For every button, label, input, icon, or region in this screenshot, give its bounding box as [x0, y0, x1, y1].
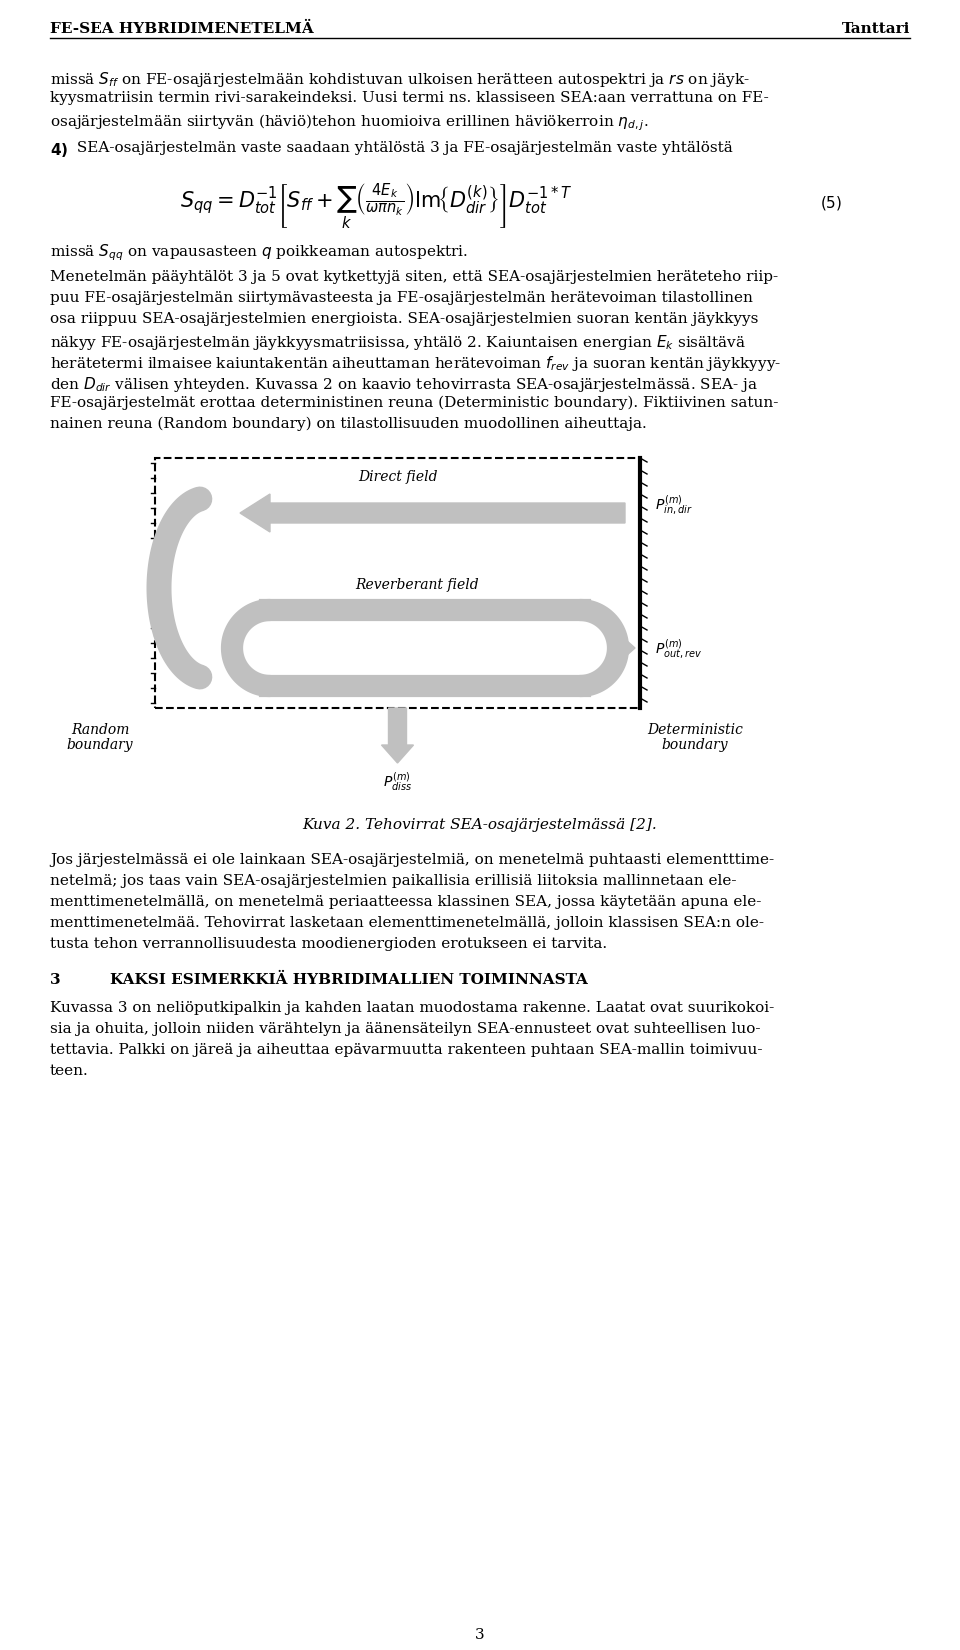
FancyArrow shape — [240, 493, 625, 531]
Text: osajärjestelmään siirtyvän (häviö)tehon huomioiva erillinen häviökerroin $\eta_{: osajärjestelmään siirtyvän (häviö)tehon … — [50, 112, 648, 132]
Text: 3: 3 — [475, 1629, 485, 1642]
Text: Kuvassa 3 on neliöputkipalkin ja kahden laatan muodostama rakenne. Laatat ovat s: Kuvassa 3 on neliöputkipalkin ja kahden … — [50, 1002, 775, 1015]
Text: FE-SEA HYBRIDIMENETELMÄ: FE-SEA HYBRIDIMENETELMÄ — [50, 21, 314, 36]
Text: missä $S_{qq}$ on vapausasteen $q$ poikkeaman autospektri.: missä $S_{qq}$ on vapausasteen $q$ poikk… — [50, 243, 468, 262]
Text: $P_{in,dir}^{(m)}$: $P_{in,dir}^{(m)}$ — [655, 493, 692, 516]
Text: $P_{diss}^{(m)}$: $P_{diss}^{(m)}$ — [383, 771, 412, 794]
FancyArrow shape — [617, 632, 635, 663]
Text: $P_{out,rev}^{(m)}$: $P_{out,rev}^{(m)}$ — [655, 639, 702, 662]
Text: $S_{qq} = D_{tot}^{-1}\left[S_{ff} + \sum_{k}\left(\frac{4E_k}{\omega\pi n_k}\ri: $S_{qq} = D_{tot}^{-1}\left[S_{ff} + \su… — [180, 182, 572, 231]
Text: boundary: boundary — [66, 738, 133, 752]
Text: Reverberant field: Reverberant field — [356, 578, 479, 592]
Text: $\mathbf{4)}$: $\mathbf{4)}$ — [50, 140, 68, 158]
Text: teen.: teen. — [50, 1064, 88, 1077]
FancyArrow shape — [381, 708, 414, 762]
Text: SEA-osajärjestelmän vaste saadaan yhtälöstä 3 ja FE-osajärjestelmän vaste yhtälö: SEA-osajärjestelmän vaste saadaan yhtälö… — [72, 140, 732, 155]
Text: nainen reuna (Random boundary) on tilastollisuuden muodollinen aiheuttaja.: nainen reuna (Random boundary) on tilast… — [50, 417, 647, 431]
Text: puu FE-osajärjestelmän siirtymävasteesta ja FE-osajärjestelmän herätevoiman tila: puu FE-osajärjestelmän siirtymävasteesta… — [50, 290, 753, 305]
Text: $(5)$: $(5)$ — [820, 195, 842, 211]
Text: tusta tehon verrannollisuudesta moodienergioden erotukseen ei tarvita.: tusta tehon verrannollisuudesta moodiene… — [50, 937, 607, 950]
Text: Menetelmän pääyhtälöt 3 ja 5 ovat kytkettyjä siten, että SEA-osajärjestelmien he: Menetelmän pääyhtälöt 3 ja 5 ovat kytket… — [50, 271, 779, 284]
Text: herätetermi ilmaisee kaiuntakentän aiheuttaman herätevoiman $f_{rev}$ ja suoran : herätetermi ilmaisee kaiuntakentän aiheu… — [50, 355, 781, 373]
Text: den $D_{dir}$ välisen yhteyden. Kuvassa 2 on kaavio tehovirrasta SEA-osajärjeste: den $D_{dir}$ välisen yhteyden. Kuvassa … — [50, 375, 757, 394]
Text: FE-osajärjestelmät erottaa deterministinen reuna (Deterministic boundary). Fikti: FE-osajärjestelmät erottaa deterministin… — [50, 396, 779, 411]
Text: menttimenetelmällä, on menetelmä periaatteessa klassinen SEA, jossa käytetään ap: menttimenetelmällä, on menetelmä periaat… — [50, 894, 761, 909]
Text: näkyy FE-osajärjestelmän jäykkyysmatriisissa, yhtälö 2. Kaiuntaisen energian $E_: näkyy FE-osajärjestelmän jäykkyysmatriis… — [50, 333, 746, 351]
Text: tettavia. Palkki on järeä ja aiheuttaa epävarmuutta rakenteen puhtaan SEA-mallin: tettavia. Palkki on järeä ja aiheuttaa e… — [50, 1043, 762, 1058]
Text: Tanttari: Tanttari — [842, 21, 910, 36]
Text: Jos järjestelmässä ei ole lainkaan SEA-osajärjestelmiä, on menetelmä puhtaasti e: Jos järjestelmässä ei ole lainkaan SEA-o… — [50, 853, 774, 866]
Text: Direct field: Direct field — [358, 470, 437, 483]
Text: KAKSI ESIMERKKIÄ HYBRIDIMALLIEN TOIMINNASTA: KAKSI ESIMERKKIÄ HYBRIDIMALLIEN TOIMINNA… — [110, 974, 588, 987]
Text: osa riippuu SEA-osajärjestelmien energioista. SEA-osajärjestelmien suoran kentän: osa riippuu SEA-osajärjestelmien energio… — [50, 312, 758, 327]
Text: Deterministic: Deterministic — [647, 723, 743, 738]
Text: boundary: boundary — [661, 738, 729, 752]
Bar — [155, 459, 640, 708]
Text: kyysmatriisin termin rivi-sarakeindeksi. Uusi termi ns. klassiseen SEA:aan verra: kyysmatriisin termin rivi-sarakeindeksi.… — [50, 91, 769, 106]
Text: menttimenetelmää. Tehovirrat lasketaan elementtimenetelmällä, jolloin klassisen : menttimenetelmää. Tehovirrat lasketaan e… — [50, 916, 764, 931]
Text: missä $S_{ff}$ on FE-osajärjestelmään kohdistuvan ulkoisen herätteen autospektri: missä $S_{ff}$ on FE-osajärjestelmään ko… — [50, 69, 750, 89]
Text: Kuva 2. Tehovirrat SEA-osajärjestelmässä [2].: Kuva 2. Tehovirrat SEA-osajärjestelmässä… — [302, 818, 658, 832]
Text: 3: 3 — [50, 974, 60, 987]
Text: sia ja ohuita, jolloin niiden värähtelyn ja äänensäteilyn SEA-ennusteet ovat suh: sia ja ohuita, jolloin niiden värähtelyn… — [50, 1021, 760, 1036]
Text: Random: Random — [71, 723, 130, 738]
Text: netelmä; jos taas vain SEA-osajärjestelmien paikallisia erillisiä liitoksia mall: netelmä; jos taas vain SEA-osajärjestelm… — [50, 874, 736, 888]
